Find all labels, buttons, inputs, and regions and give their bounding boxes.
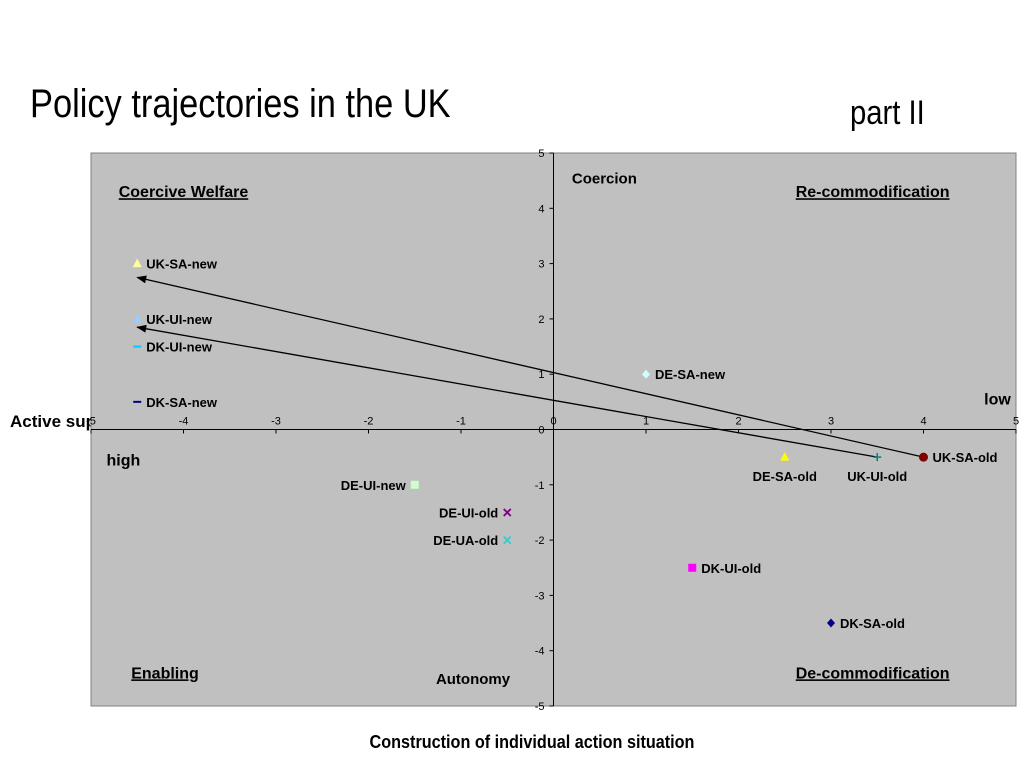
page-subtitle: part II <box>850 94 925 132</box>
y-tick-label: -3 <box>535 590 545 602</box>
point-uk-ui-new <box>132 313 142 323</box>
point-uk-sa-new <box>132 258 142 268</box>
y-tick-label: -2 <box>535 535 545 547</box>
x-tick-label: 4 <box>920 416 926 428</box>
annotation-high: high <box>106 452 140 469</box>
y-tick-label: 0 <box>538 425 544 437</box>
x-tick-label: -1 <box>456 416 466 428</box>
data-label-dk-ui-old: DK-UI-old <box>701 561 761 576</box>
annotation-low: low <box>984 392 1011 409</box>
annotation-autonomy: Autonomy <box>436 671 511 688</box>
y-tick-label: 5 <box>538 148 544 160</box>
x-tick-label: -4 <box>179 416 189 428</box>
data-label-de-ui-old: DE-UI-old <box>439 505 498 520</box>
point-de-sa-new <box>642 369 650 379</box>
annotation-coercive-welfare: Coercive Welfare <box>119 184 249 201</box>
data-label-uk-sa-old: UK-SA-old <box>933 450 998 465</box>
annotation-coercion: Coercion <box>572 170 637 187</box>
x-tick-label: -5 <box>86 416 96 428</box>
y-tick-label: 4 <box>538 203 544 215</box>
y-tick-label: 1 <box>538 369 544 381</box>
annotation-re-commodification: Re-commodification <box>796 184 950 201</box>
y-tick-label: 2 <box>538 314 544 326</box>
x-axis-label: Construction of individual action situat… <box>369 732 695 752</box>
data-label-dk-sa-old: DK-SA-old <box>840 616 905 631</box>
y-tick-label: -1 <box>535 480 545 492</box>
point-de-ui-new <box>410 480 419 489</box>
x-tick-label: 0 <box>550 416 556 428</box>
page-title: Policy trajectories in the UK <box>30 82 451 126</box>
point-de-sa-old <box>780 452 790 461</box>
point-de-ui-old <box>503 508 512 517</box>
y-tick-label: -5 <box>535 701 545 713</box>
x-tick-label: -3 <box>271 416 281 428</box>
x-tick-label: 5 <box>1013 416 1019 428</box>
x-tick-label: -2 <box>364 416 374 428</box>
data-label-dk-ui-new: DK-UI-new <box>146 340 213 355</box>
x-tick-label: 1 <box>643 416 649 428</box>
annotation-enabling: Enabling <box>131 665 199 682</box>
data-label-de-sa-old: DE-SA-old <box>753 469 817 484</box>
x-tick-label: 2 <box>735 416 741 428</box>
data-label-de-sa-new: DE-SA-new <box>655 367 726 382</box>
data-label-dk-sa-new: DK-SA-new <box>146 395 218 410</box>
point-dk-ui-old <box>688 563 697 572</box>
data-label-de-ua-old: DE-UA-old <box>433 533 498 548</box>
trajectory-arrow-1 <box>136 275 924 458</box>
trajectory-arrow-2 <box>136 324 878 458</box>
data-label-de-ui-new: DE-UI-new <box>341 478 407 493</box>
data-label-uk-ui-old: UK-UI-old <box>847 469 907 484</box>
y-tick-label: -4 <box>535 646 545 658</box>
data-label-uk-ui-new: UK-UI-new <box>146 312 213 327</box>
annotation-de-commodification: De-commodification <box>796 665 950 682</box>
point-uk-ui-old <box>873 453 882 462</box>
data-label-uk-sa-new: UK-SA-new <box>146 257 218 272</box>
point-dk-sa-old <box>827 618 835 628</box>
x-tick-label: 3 <box>828 416 834 428</box>
point-de-ua-old <box>503 535 512 545</box>
point-uk-sa-old <box>919 452 928 462</box>
y-tick-label: 3 <box>538 259 544 271</box>
